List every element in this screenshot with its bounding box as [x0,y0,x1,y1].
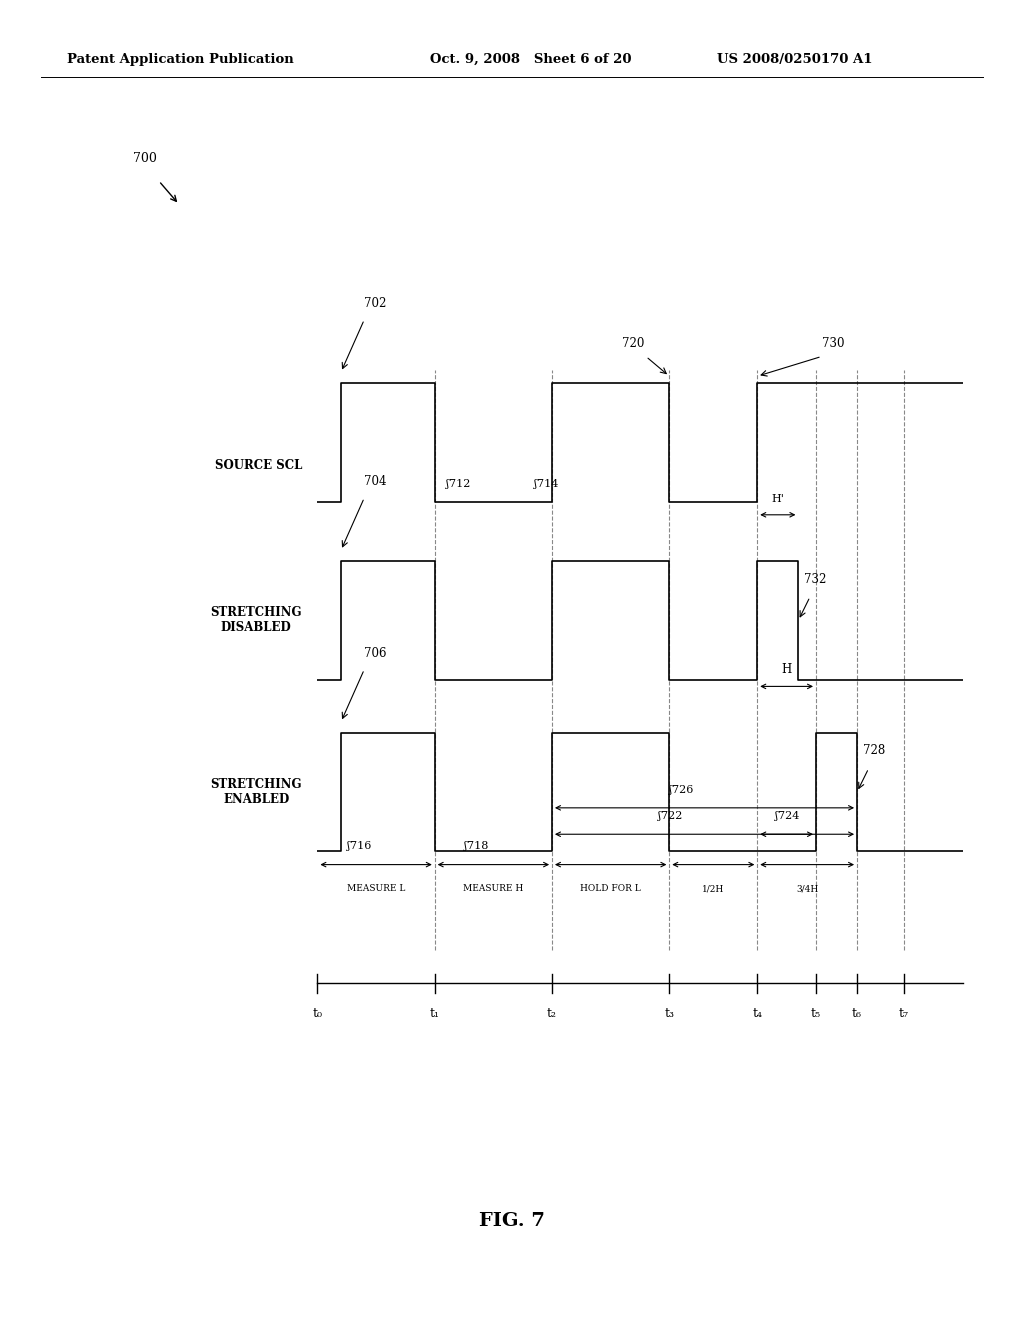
Text: 700: 700 [133,152,157,165]
Text: ʃ722: ʃ722 [657,810,682,821]
Text: STRETCHING
ENABLED: STRETCHING ENABLED [211,777,302,807]
Text: ʃ714: ʃ714 [535,479,559,488]
Text: t₀: t₀ [312,1007,323,1020]
Text: 706: 706 [365,647,387,660]
Text: STRETCHING
DISABLED: STRETCHING DISABLED [211,606,302,635]
Text: MEASURE H: MEASURE H [463,884,523,894]
Text: ʃ718: ʃ718 [464,841,488,851]
Text: ʃ724: ʃ724 [775,810,800,821]
Text: US 2008/0250170 A1: US 2008/0250170 A1 [717,53,872,66]
Text: t₃: t₃ [665,1007,675,1020]
Text: 728: 728 [863,744,885,758]
Text: ʃ712: ʃ712 [446,479,471,488]
Text: Oct. 9, 2008   Sheet 6 of 20: Oct. 9, 2008 Sheet 6 of 20 [430,53,632,66]
Text: t₇: t₇ [899,1007,909,1020]
Text: HOLD FOR L: HOLD FOR L [581,884,641,894]
Text: 702: 702 [365,297,387,310]
Text: t₅: t₅ [811,1007,821,1020]
Text: t₁: t₁ [430,1007,439,1020]
Text: t₆: t₆ [852,1007,862,1020]
Text: H': H' [771,494,784,504]
Text: SOURCE SCL: SOURCE SCL [215,459,302,473]
Text: 704: 704 [365,475,387,488]
Text: 730: 730 [822,337,845,350]
Text: FIG. 7: FIG. 7 [479,1212,545,1230]
Text: MEASURE L: MEASURE L [347,884,406,894]
Text: 720: 720 [623,337,645,350]
Text: ʃ726: ʃ726 [670,784,693,795]
Text: ʃ716: ʃ716 [347,841,371,851]
Text: Patent Application Publication: Patent Application Publication [67,53,293,66]
Text: t₄: t₄ [753,1007,762,1020]
Text: H: H [781,663,792,676]
Text: 1/2H: 1/2H [702,884,724,894]
Text: 732: 732 [804,573,826,586]
Text: t₂: t₂ [547,1007,557,1020]
Text: 3/4H: 3/4H [796,884,818,894]
